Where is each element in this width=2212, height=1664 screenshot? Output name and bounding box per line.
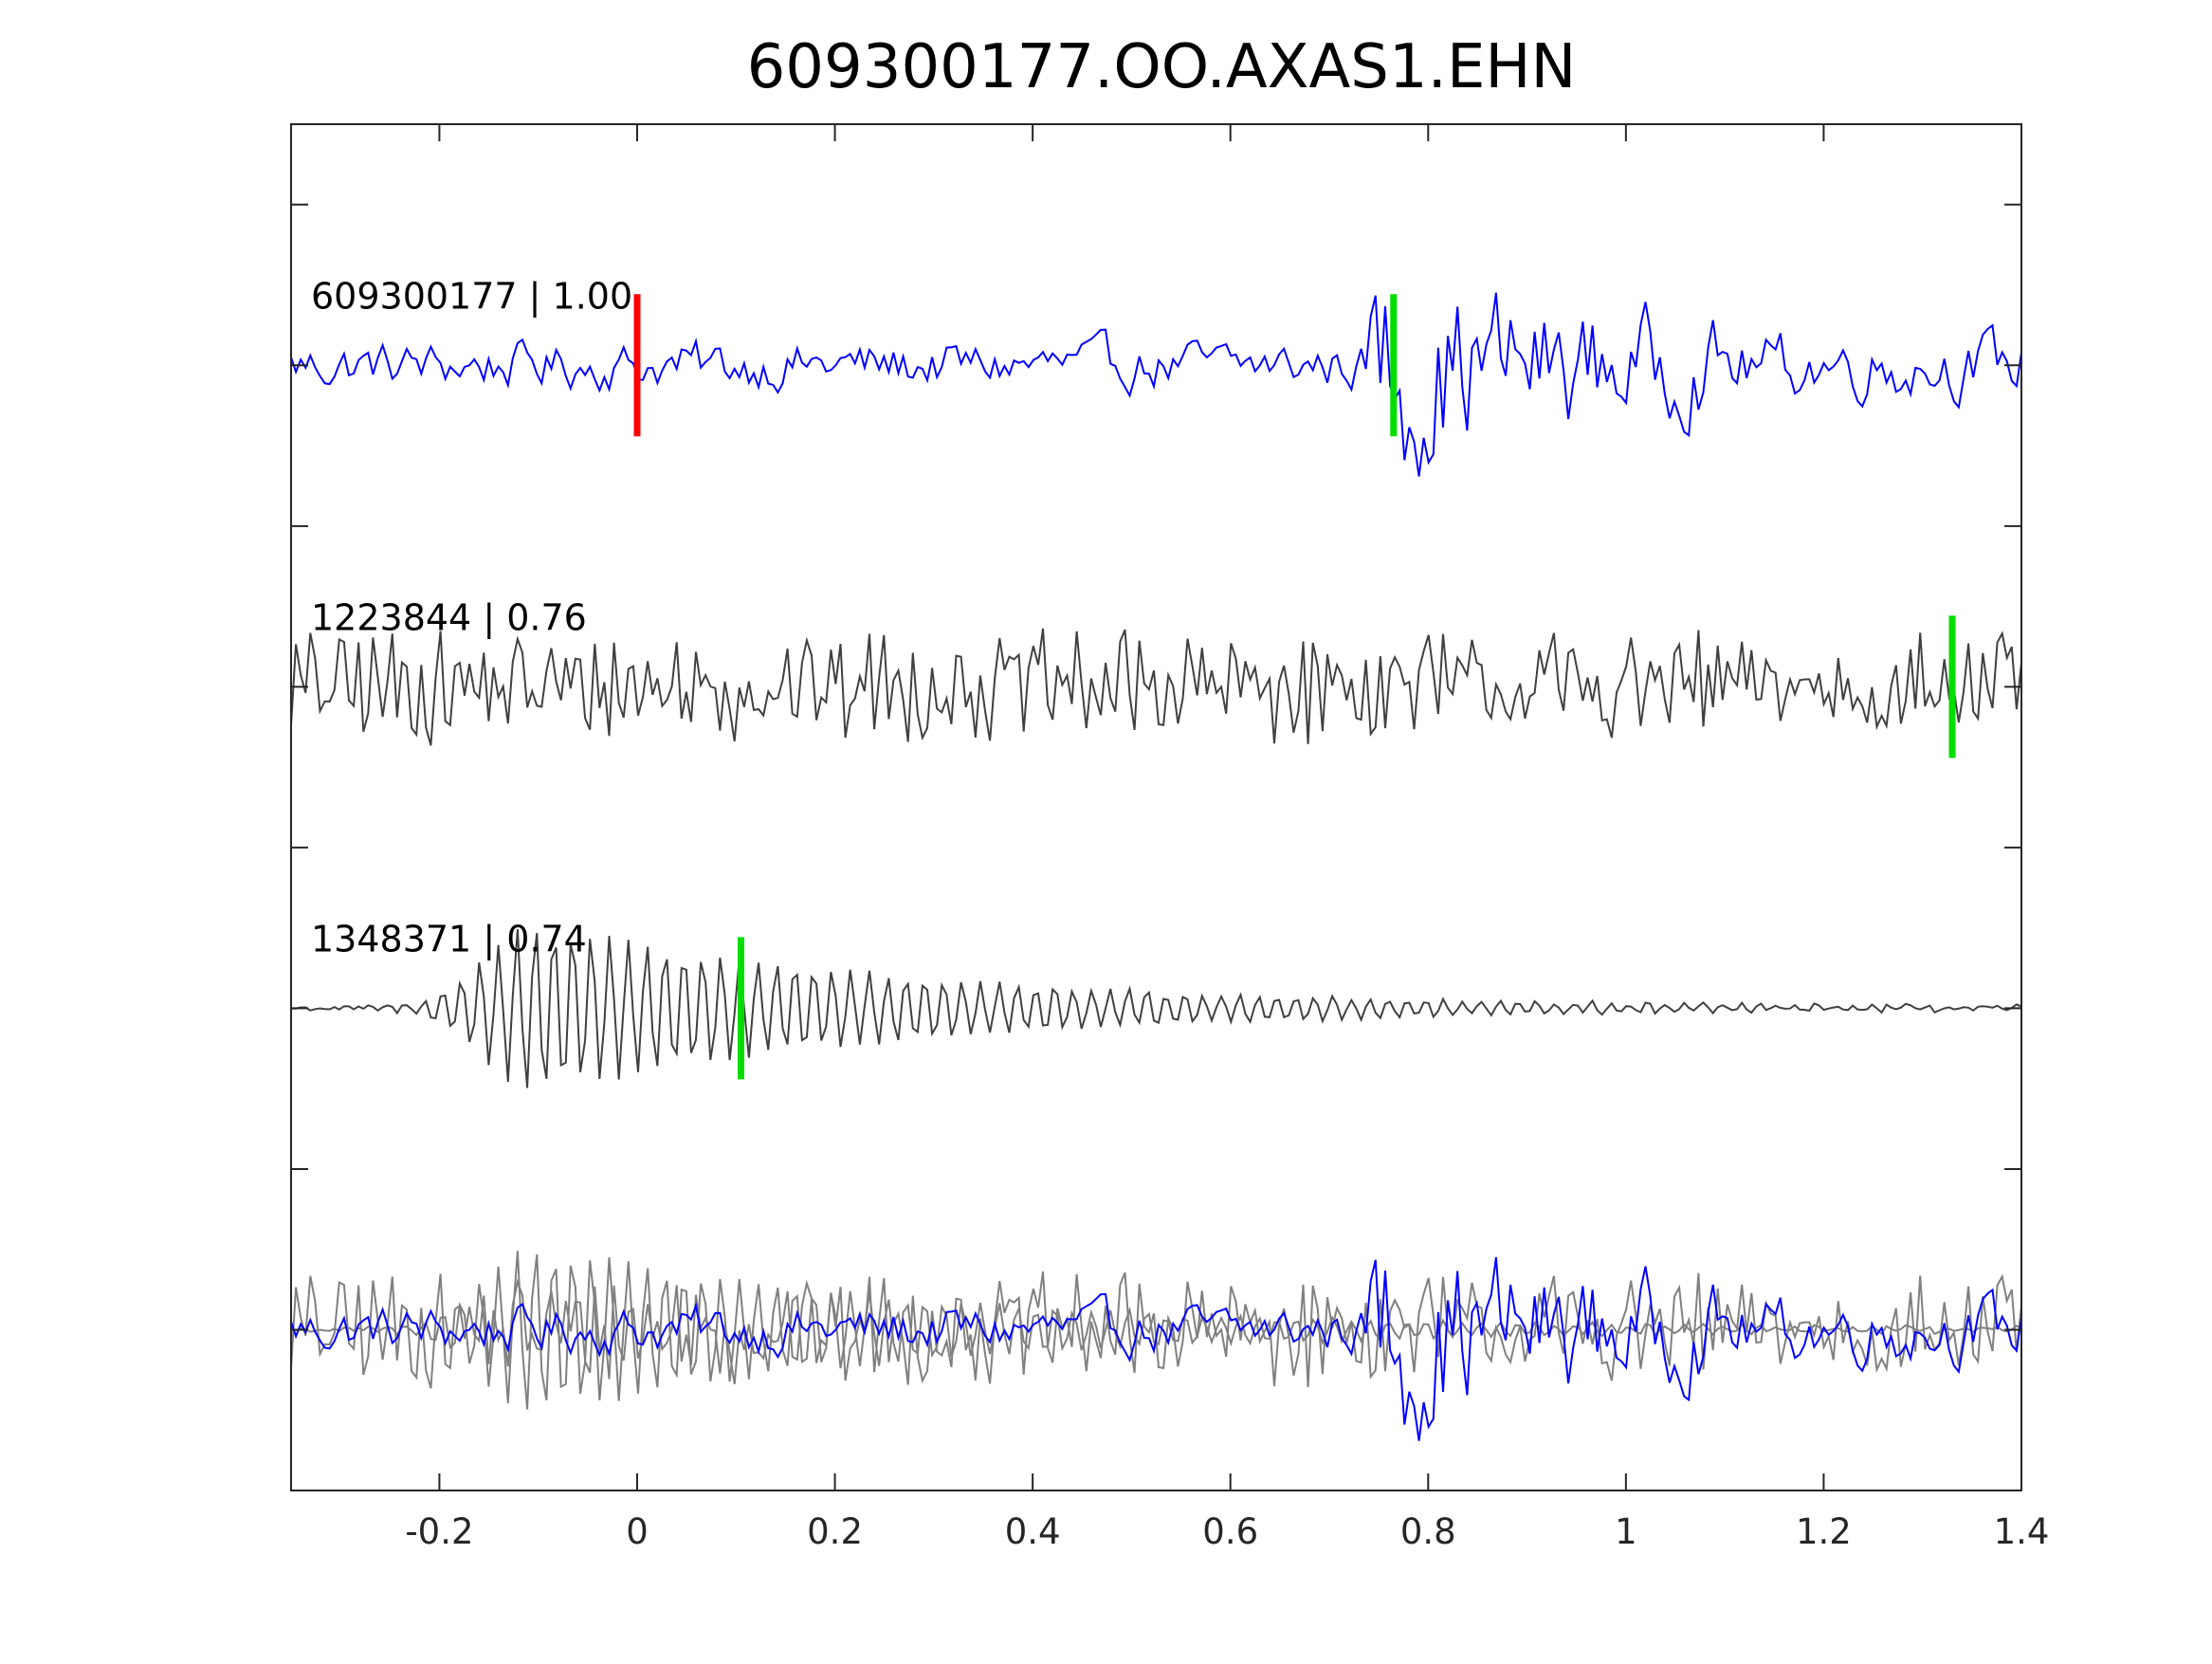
trace-1223844 <box>290 628 2022 746</box>
trace-label-1223844: 1223844 | 0.76 <box>311 596 587 639</box>
trace-labels-layer: 609300177 | 1.00 1223844 | 0.76 1348371 | … <box>311 275 632 960</box>
x-tick-label-5: 0.8 <box>1400 1511 1456 1552</box>
x-tick-label-2: 0.2 <box>807 1511 863 1552</box>
x-tick-label-7: 1.2 <box>1796 1511 1852 1552</box>
overlay-trace-1348371 <box>290 1251 2022 1410</box>
x-tick-label-1: 0 <box>626 1511 649 1552</box>
y-axis <box>291 203 2021 1491</box>
picks-layer <box>633 294 1956 1080</box>
trace-609300177 <box>290 292 2022 477</box>
traces-layer <box>290 292 2022 1441</box>
x-tick-label-8: 1.4 <box>1994 1511 2050 1552</box>
trace-1348371 <box>290 929 2022 1088</box>
x-tick-label-6: 1 <box>1615 1511 1637 1552</box>
overlay-trace-609300177 <box>290 1256 2022 1441</box>
x-tick-label-3: 0.4 <box>1005 1511 1061 1552</box>
trace-label-1348371: 1348371 | 0.74 <box>311 918 587 960</box>
x-tick-label-4: 0.6 <box>1202 1511 1258 1552</box>
chart-title: 609300177.OO.AXAS1.EHN <box>747 32 1577 102</box>
plot-frame <box>290 123 2022 1491</box>
x-tick-label-0: -0.2 <box>405 1511 473 1552</box>
trace-label-609300177: 609300177 | 1.00 <box>311 275 632 318</box>
x-axis: -0.2 0 0.2 0.4 0.6 0.8 1 1.2 1.4 <box>405 124 2049 1552</box>
